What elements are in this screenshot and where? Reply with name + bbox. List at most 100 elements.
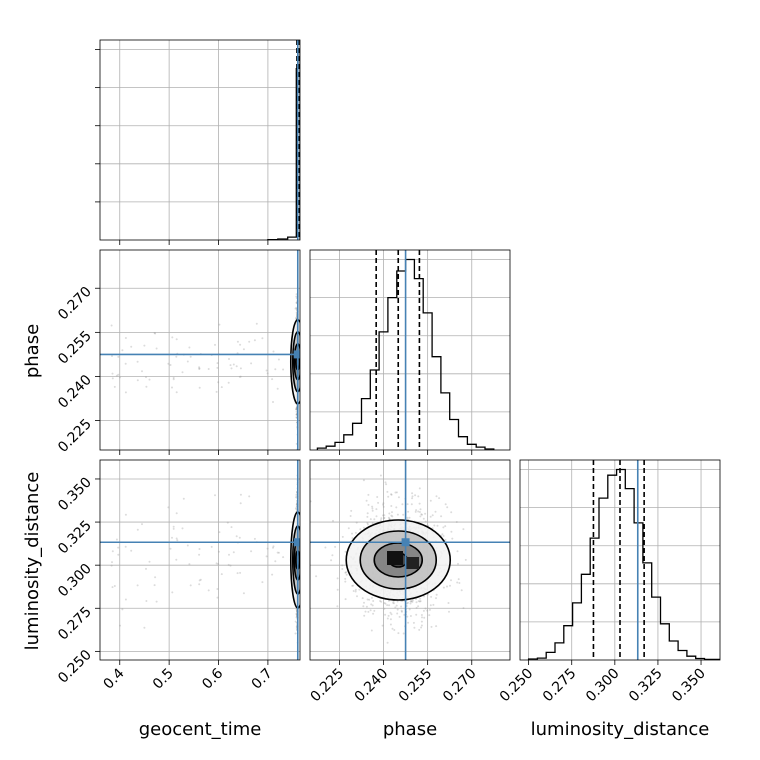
grid-lines [100, 40, 720, 660]
xtick-label-geocent_time-1: 0.5 [150, 666, 177, 693]
scatter-point-1-0-409 [232, 363, 235, 366]
scatter-point-1-0-868 [271, 378, 274, 381]
scatter-point-2-1-309 [372, 600, 375, 602]
scatter-point-2-0-321 [238, 536, 241, 539]
scatter-point-2-0-52 [248, 495, 251, 498]
scatter-point-2-0-1227 [230, 526, 233, 529]
scatter-point-1-0-1245 [216, 366, 219, 369]
scatter-point-1-0-1379 [266, 372, 269, 375]
xtick-label-luminosity_distance-0: 0.250 [497, 666, 537, 706]
scatter-point-2-1-475 [424, 607, 427, 610]
scatter-point-1-0-904 [207, 368, 210, 370]
scatter-point-2-1-365 [384, 602, 387, 605]
scatter-point-2-0-1394 [214, 494, 216, 497]
scatter-point-1-0-1184 [198, 367, 201, 370]
scatter-point-2-1-984 [417, 600, 420, 603]
scatter-point-2-1-667 [366, 598, 369, 601]
scatter-point-2-1-313 [354, 588, 357, 591]
scatter-point-2-1-968 [418, 502, 421, 505]
scatter-point-1-0-1042 [171, 386, 173, 389]
scatter-point-2-0-1385 [272, 546, 274, 549]
panel-frame-1-0 [99, 249, 301, 451]
scatter-point-2-0-103 [226, 521, 229, 524]
scatter-point-2-0-830 [282, 556, 285, 559]
ytick-label-luminosity_distance-1: 0.275 [55, 604, 95, 644]
scatter-point-2-1-219 [315, 575, 318, 578]
ytick-label-luminosity_distance-0: 0.250 [55, 647, 95, 687]
scatter-point-1-0-388 [110, 324, 113, 327]
scatter-point-2-0-84 [210, 545, 213, 548]
scatter-point-2-0-477 [143, 626, 146, 629]
scatter-point-2-0-845 [175, 512, 178, 515]
scatter-point-2-1-72 [382, 505, 385, 508]
ytick-label-phase-1: 0.240 [55, 372, 95, 412]
scatter-point-2-1-971 [358, 588, 361, 591]
scatter-point-2-1-957 [426, 609, 429, 612]
scatter-point-2-1-560 [393, 629, 396, 631]
scatter-point-2-1-780 [352, 590, 355, 592]
scatter-point-1-0-384 [277, 358, 280, 361]
scatter-point-2-1-1219 [387, 495, 390, 498]
scatter-point-1-0-52 [248, 340, 251, 343]
scatter-point-2-1-55 [389, 667, 391, 669]
scatter-point-2-0-441 [274, 560, 277, 563]
scatter-point-1-0-1177 [115, 374, 118, 377]
scatter-point-2-1-256 [424, 512, 427, 515]
scatter-point-1-0-1164 [117, 373, 120, 376]
scatter-point-2-1-583 [444, 525, 447, 528]
scatter-point-2-1-23 [464, 558, 467, 561]
scatter-point-2-0-141 [175, 537, 178, 540]
scatter-point-2-1-443 [401, 503, 404, 506]
scatter-point-1-0-477 [143, 344, 146, 347]
scatter-point-2-1-1362 [431, 514, 434, 517]
scatter-point-2-1-160 [420, 624, 423, 627]
scatter-point-1-0-986 [198, 366, 201, 369]
scatter-point-2-0-1251 [294, 507, 297, 510]
scatter-point-2-0-1075 [236, 572, 239, 575]
scatter-point-2-0-491 [172, 525, 175, 528]
scatter-point-2-1-450 [350, 509, 353, 512]
scatter-point-2-1-41 [344, 580, 347, 583]
scatter-point-2-0-564 [294, 632, 297, 635]
scatter-point-1-0-280 [253, 339, 256, 342]
ytick-label-phase-2: 0.255 [55, 328, 95, 368]
scatter-point-2-1-133 [411, 497, 414, 500]
scatter-point-2-1-124 [344, 598, 347, 601]
scatter-point-2-1-339 [383, 607, 386, 610]
scatter-point-2-0-1078 [113, 585, 116, 587]
scatter-point-2-1-161 [394, 606, 397, 609]
scatter-point-2-0-179 [216, 596, 219, 599]
ytick-label-luminosity_distance-4: 0.350 [55, 475, 95, 515]
scatter-point-1-0-59 [272, 350, 275, 353]
histogram-luminosity_distance [527, 468, 720, 660]
xtick-label-phase-3: 0.270 [440, 666, 480, 706]
scatter-point-1-0-789 [124, 337, 127, 339]
panel-frames [99, 39, 721, 661]
scatter-point-1-0-366 [198, 386, 201, 389]
scatter-point-1-0-1195 [169, 364, 172, 366]
scatter-point-1-0-1113 [295, 295, 298, 298]
ytick-label-phase-3: 0.270 [55, 284, 95, 324]
scatter-point-2-1-1333 [418, 487, 421, 490]
scatter-point-2-0-381 [227, 563, 230, 566]
scatter-point-2-1-137 [390, 493, 393, 496]
scatter-point-2-1-220 [332, 519, 334, 522]
scatter-point-2-1-477 [413, 626, 416, 629]
scatter-point-2-1-1300 [398, 615, 401, 618]
scatter-point-1-0-667 [124, 391, 127, 394]
scatter-point-2-1-396 [411, 492, 414, 495]
scatter-point-1-0-309 [145, 385, 148, 388]
scatter-point-2-1-459 [382, 514, 385, 517]
scatter-point-2-1-895 [418, 511, 421, 513]
quantile-and-truth-lines [100, 40, 645, 660]
scatter-point-2-1-344 [362, 479, 365, 482]
scatter-point-2-1-445 [381, 624, 384, 627]
scatter-point-1-0-407 [145, 376, 147, 379]
scatter-point-2-1-771 [457, 578, 460, 581]
scatter-point-2-1-1277 [419, 515, 422, 518]
scatter-point-2-1-1154 [361, 597, 364, 600]
scatter-point-2-0-906 [167, 506, 170, 509]
scatter-point-2-1-1052 [385, 483, 388, 486]
xtick-label-phase-0: 0.225 [308, 666, 348, 706]
scatter-point-1-0-1123 [181, 371, 184, 374]
